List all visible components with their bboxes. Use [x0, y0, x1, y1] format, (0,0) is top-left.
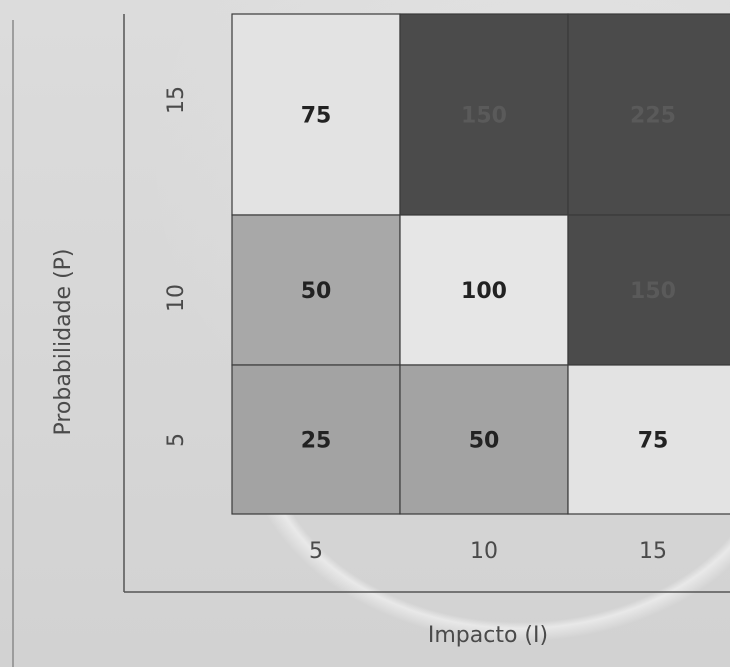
x-tick-label: 10 — [470, 539, 498, 564]
cell-value-label: 75 — [638, 429, 669, 454]
cell-value-label: 50 — [301, 279, 332, 304]
y-tick-label: 10 — [164, 284, 189, 312]
x-tick-label: 5 — [309, 539, 323, 564]
cell-value-label: 225 — [630, 104, 676, 129]
cell-value-label: 100 — [461, 279, 507, 304]
heatmap-cell — [567, 13, 730, 216]
heatmap-cell — [567, 364, 730, 515]
x-tick-label: 15 — [639, 539, 667, 564]
cell-value-label: 75 — [301, 104, 332, 129]
heatmap-cells: 75 150 225 50 100 150 25 50 75 — [231, 13, 730, 515]
heatmap-cell — [231, 364, 401, 515]
axis-ticks: 5 10 15 15 10 5 — [164, 86, 667, 564]
heatmap-cell — [231, 13, 401, 216]
heatmap-cell — [567, 214, 730, 366]
heatmap-cell — [399, 214, 569, 366]
cell-value-label: 50 — [469, 429, 500, 454]
y-tick-label: 15 — [164, 86, 189, 114]
y-tick-label: 5 — [164, 433, 189, 447]
cell-value-label: 150 — [461, 104, 507, 129]
cell-value-label: 150 — [630, 279, 676, 304]
heatmap-cell — [399, 13, 569, 216]
heatmap-cell — [399, 364, 569, 515]
cell-value-label: 25 — [301, 429, 332, 454]
heatmap-cell — [231, 214, 401, 366]
y-axis-title: Probabilidade (P) — [51, 248, 76, 435]
x-axis-title: Impacto (I) — [428, 623, 548, 648]
